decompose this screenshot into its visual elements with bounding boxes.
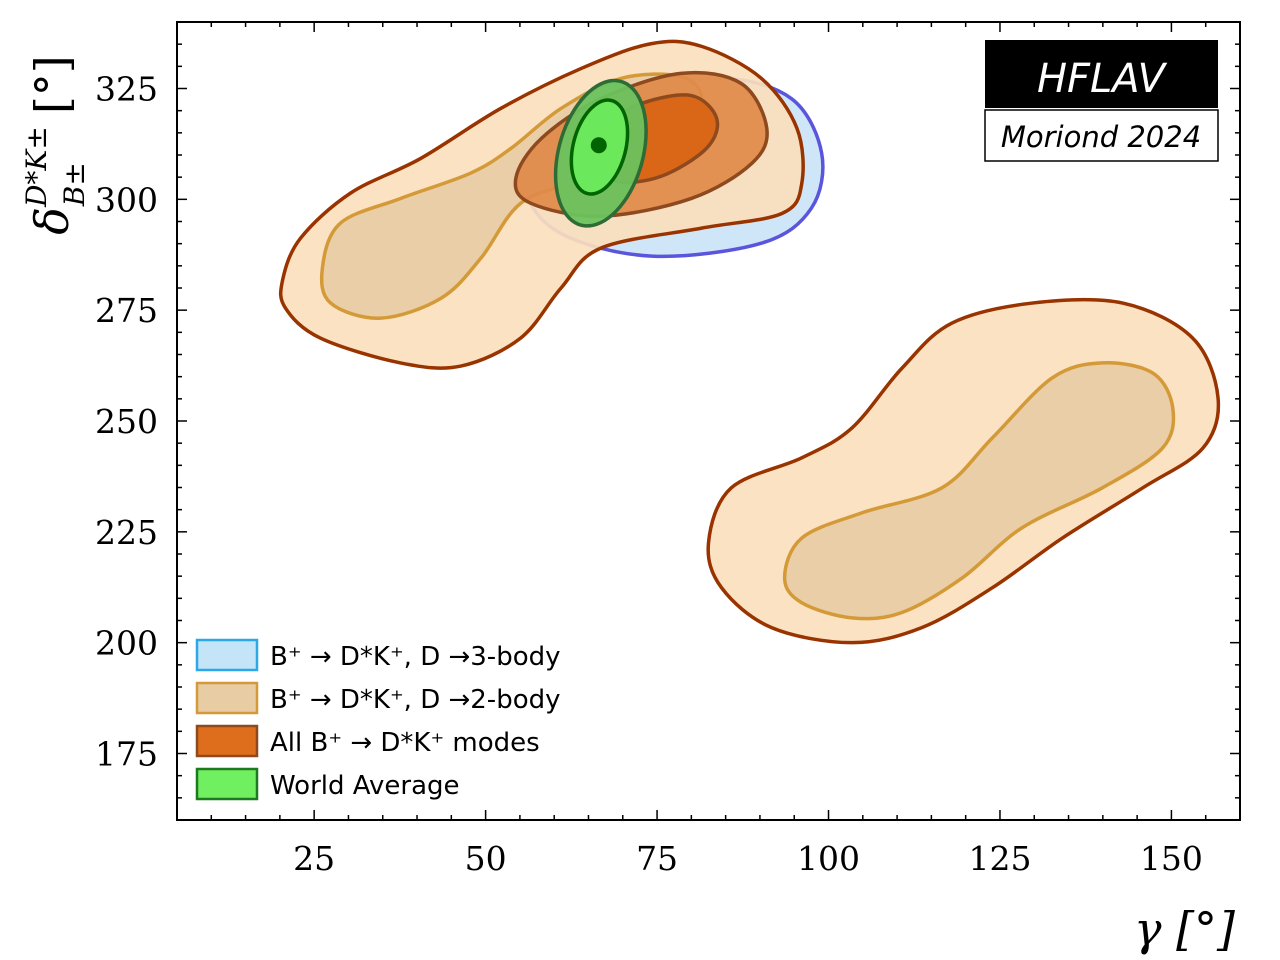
svg-text:δD*K±B±[°]: δD*K± B± [°] — [20, 55, 91, 234]
x-tick-label: 25 — [293, 839, 335, 878]
legend-label: All B⁺ → D*K⁺ modes — [270, 728, 540, 758]
y-tick-label: 250 — [95, 402, 158, 441]
legend-swatch — [195, 724, 259, 758]
y-tick-label: 175 — [95, 735, 158, 774]
axis-ticks: 25 50 75 100 125 150 175 200 225 250 275 300 325 — [95, 21, 1241, 878]
legend-swatch — [195, 767, 259, 801]
x-tick-label: 150 — [1140, 839, 1203, 878]
x-tick-label: 75 — [636, 839, 678, 878]
hflav-badge: HFLAV Moriond 2024 — [984, 40, 1219, 162]
y-tick-label: 300 — [95, 180, 158, 219]
badge-subtitle: Moriond 2024 — [1001, 120, 1201, 154]
legend-swatch — [195, 681, 259, 715]
world-average-central-value — [590, 137, 607, 154]
x-tick-label: 50 — [465, 839, 507, 878]
x-axis-label: γ [°] — [1134, 902, 1235, 956]
y-label-sub: B± — [58, 162, 91, 207]
x-tick-label: 125 — [968, 839, 1031, 878]
y-label-main: δ — [25, 207, 79, 235]
legend-swatch — [195, 638, 259, 672]
y-tick-label: 275 — [95, 291, 158, 330]
y-axis-label: δD*K± B± [°] — [20, 55, 91, 234]
x-tick-label: 100 — [797, 839, 860, 878]
legend-label: B⁺ → D*K⁺, D →2-body — [270, 685, 561, 715]
y-tick-label: 325 — [95, 70, 158, 109]
y-tick-label: 225 — [95, 513, 158, 552]
legend-label: B⁺ → D*K⁺, D →3-body — [270, 642, 561, 672]
legend-label: World Average — [270, 771, 460, 801]
contour-2body-1σ — [782, 361, 1176, 621]
contour-layer — [278, 39, 1221, 645]
y-label-unit: [°] — [25, 55, 79, 114]
badge-title: HFLAV — [1037, 56, 1168, 102]
y-tick-label: 200 — [95, 624, 158, 663]
y-label-sup: D*K± — [20, 126, 53, 208]
legend: B⁺ → D*K⁺, D →3-body B⁺ → D*K⁺, D →2-body… — [195, 638, 561, 801]
